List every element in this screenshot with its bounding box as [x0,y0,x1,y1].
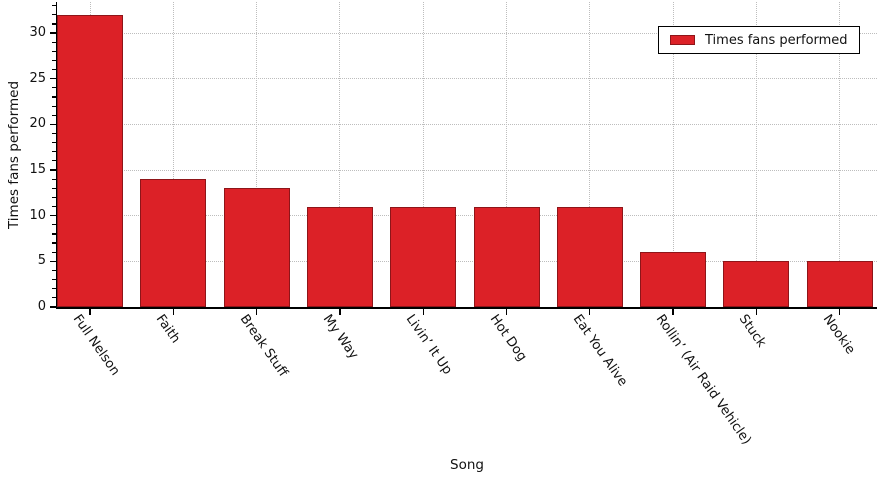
y-tick-label: 10 [29,207,46,223]
x-major-tick [89,308,91,315]
legend-swatch-icon [670,35,695,45]
y-minor-tick [52,205,56,208]
y-major-tick [49,215,56,217]
x-axis-spine [55,307,877,309]
x-major-tick [255,308,258,315]
horizontal-gridline [57,78,877,80]
bar [57,14,123,307]
x-major-tick [172,308,174,315]
bar [806,261,873,307]
y-minor-tick [52,50,56,52]
vertical-gridline [589,2,591,307]
y-minor-tick [52,251,56,253]
y-minor-tick [52,160,56,162]
y-minor-tick [52,233,56,235]
y-minor-tick [52,269,56,272]
y-minor-tick [52,196,56,198]
y-major-tick [49,78,56,80]
y-minor-tick [52,187,56,189]
y-minor-tick [52,5,56,7]
vertical-gridline [506,2,507,307]
vertical-gridline [339,2,341,307]
y-major-tick [49,32,56,34]
y-minor-tick [52,41,56,43]
bar [390,206,457,307]
y-tick-label: 25 [29,70,46,86]
y-tick-label: 5 [37,253,46,269]
x-tick-label: Nookie [819,312,858,358]
horizontal-gridline [57,260,877,262]
bar [723,261,790,307]
x-tick-label: Full Nelson [69,312,123,379]
y-major-tick [49,260,56,262]
x-major-tick [589,308,591,315]
y-minor-tick [52,23,56,25]
y-minor-tick [52,297,56,299]
vertical-gridline [172,2,174,307]
x-major-tick [505,308,508,315]
y-major-tick [49,169,56,171]
vertical-gridline [839,2,841,307]
horizontal-gridline [57,169,877,171]
horizontal-gridline [57,123,877,125]
y-tick-label: 30 [29,25,46,41]
y-minor-tick [52,142,56,144]
y-minor-tick [52,288,56,290]
legend: Times fans performed [658,26,860,54]
bar [556,206,623,307]
y-minor-tick [52,242,56,244]
bar [306,206,373,307]
x-major-tick [422,308,424,315]
x-tick-label: Break Stuff [236,312,290,380]
y-minor-tick [52,68,56,71]
bar [140,179,207,307]
y-minor-tick [52,132,56,135]
y-minor-tick [52,279,56,281]
y-minor-tick [52,59,56,62]
y-major-tick [49,123,56,125]
x-tick-label: Rollin’ (Air Raid Vehicle) [652,312,755,448]
y-minor-tick [52,105,56,107]
x-tick-label: Stuck [736,312,770,351]
y-minor-tick [52,87,56,89]
bar [223,188,290,307]
y-minor-tick [52,151,56,153]
y-axis-spine [55,2,57,309]
y-minor-tick [52,14,56,16]
x-tick-label: Faith [153,312,184,347]
vertical-gridline [422,2,424,307]
x-major-tick [839,308,841,315]
bar [640,252,707,307]
horizontal-gridline [57,32,877,34]
y-major-tick [49,306,56,308]
vertical-gridline [256,2,258,307]
y-tick-label: 0 [37,299,46,314]
x-axis-label: Song [450,457,484,473]
y-tick-label: 20 [29,116,46,132]
x-major-tick [672,308,674,315]
x-major-tick [755,308,758,315]
y-tick-label: 15 [29,162,46,178]
bar [473,206,540,307]
vertical-gridline [672,2,674,307]
x-tick-label: Eat You Alive [569,312,630,390]
x-major-tick [339,308,341,315]
x-tick-label: Hot Dog [486,312,530,365]
y-axis-label: Times fans performed [6,80,22,230]
y-minor-tick [52,96,56,98]
x-tick-label: My Way [319,312,361,363]
legend-label: Times fans performed [705,32,848,48]
x-tick-label: Livin’ It Up [402,312,456,378]
vertical-gridline [755,2,757,307]
y-minor-tick [52,178,56,180]
y-minor-tick [52,224,56,226]
horizontal-gridline [57,215,877,217]
y-minor-tick [52,114,56,116]
